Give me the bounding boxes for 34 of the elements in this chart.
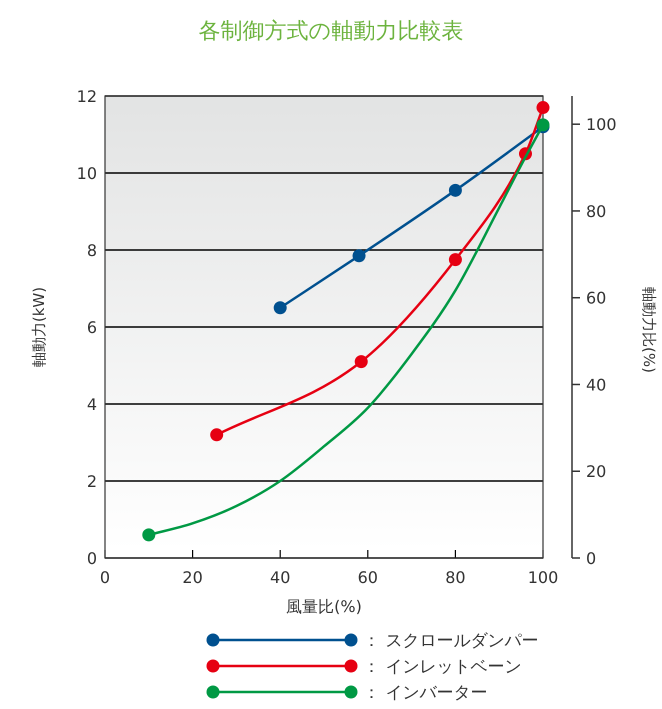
- x-tick-label: 80: [445, 568, 466, 587]
- legend-label: ： インバーター: [363, 683, 488, 703]
- y-tick-label: 8: [86, 241, 97, 260]
- point: [536, 101, 550, 114]
- y-axis-title: 軸動力(kW): [30, 286, 48, 368]
- x-tick-label: 20: [182, 568, 203, 587]
- x-tick-label: 60: [358, 568, 378, 587]
- point: [448, 184, 462, 197]
- y2-tick-label: 0: [586, 549, 596, 568]
- x-axis-title: 風量比(%): [286, 597, 362, 616]
- point: [448, 253, 462, 266]
- y2-tick-label: 20: [586, 462, 606, 482]
- chart-title: 各制御方式の軸動力比較表: [198, 19, 464, 44]
- y-tick-label: 12: [76, 87, 97, 106]
- y-tick-label: 4: [86, 395, 97, 414]
- x-tick-label: 40: [270, 568, 290, 587]
- legend-label: ： インレットベーン: [363, 657, 522, 677]
- legend-label: ： スクロールダンパー: [363, 631, 538, 651]
- y2-axis-title: 軸動力比(%): [640, 287, 658, 373]
- x-tick-label: 100: [528, 568, 558, 587]
- y-tick-label: 6: [86, 318, 97, 337]
- y-tick-label: 2: [86, 472, 97, 491]
- x-tick-label: 0: [100, 568, 110, 587]
- point: [352, 249, 366, 262]
- point: [210, 428, 224, 442]
- y2-tick-label: 40: [586, 375, 606, 394]
- y2-tick-label: 80: [586, 202, 606, 221]
- y-tick-label: 0: [86, 549, 97, 568]
- y2-tick-label: 60: [586, 288, 606, 308]
- y2-tick-label: 100: [586, 115, 617, 134]
- point: [274, 301, 287, 314]
- point: [142, 528, 156, 542]
- y-tick-label: 10: [76, 164, 97, 183]
- point: [354, 355, 368, 368]
